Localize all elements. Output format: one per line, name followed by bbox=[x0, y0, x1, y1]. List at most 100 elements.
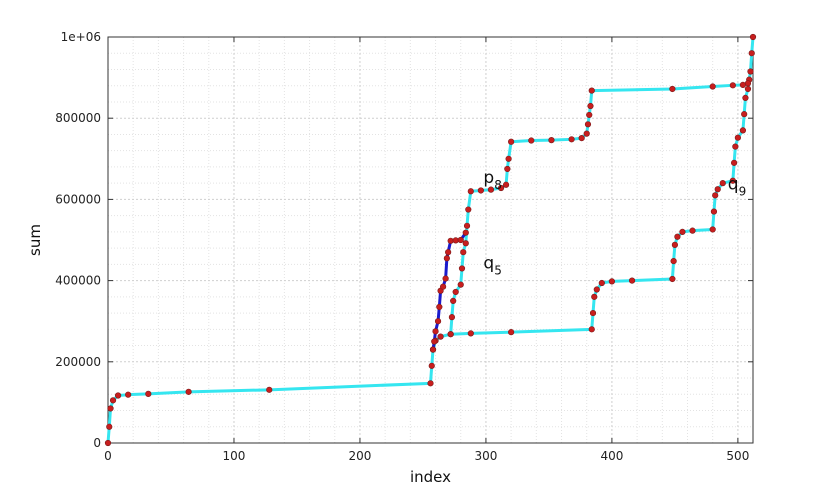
data-point bbox=[591, 293, 598, 300]
data-point bbox=[502, 181, 510, 188]
data-point bbox=[457, 281, 464, 288]
data-point bbox=[742, 94, 749, 101]
y-tick-label: 400000 bbox=[55, 274, 101, 288]
data-point bbox=[447, 237, 454, 244]
data-point bbox=[185, 388, 192, 395]
x-tick-label: 0 bbox=[104, 449, 112, 463]
y-axis-title: sum bbox=[26, 224, 44, 256]
data-point bbox=[442, 275, 449, 282]
data-point bbox=[439, 283, 447, 290]
data-point bbox=[741, 111, 748, 118]
annotation-label: q9 bbox=[728, 174, 746, 198]
data-point bbox=[427, 380, 434, 387]
y-tick-label: 200000 bbox=[55, 355, 101, 369]
data-point bbox=[106, 423, 113, 430]
x-tick-label: 200 bbox=[349, 449, 372, 463]
data-point bbox=[505, 155, 512, 162]
data-point bbox=[578, 134, 585, 142]
x-axis-ticks: 0 100 200 300 400 500 bbox=[104, 37, 749, 463]
data-point bbox=[749, 33, 757, 41]
data-point bbox=[628, 277, 636, 284]
data-point bbox=[452, 237, 459, 244]
annotation-layer: p8 q5 q9 bbox=[483, 168, 746, 277]
data-point bbox=[744, 85, 752, 93]
data-point bbox=[732, 143, 739, 150]
data-point bbox=[528, 137, 535, 144]
x-tick-label: 300 bbox=[474, 449, 497, 463]
annotation-label: p8 bbox=[483, 168, 501, 192]
data-point bbox=[477, 187, 484, 194]
data-point bbox=[669, 85, 676, 93]
data-point bbox=[443, 255, 450, 262]
data-point bbox=[669, 275, 676, 283]
data-point bbox=[437, 333, 444, 340]
data-point bbox=[710, 208, 718, 215]
data-point bbox=[729, 82, 736, 89]
data-point bbox=[432, 328, 439, 335]
data-point bbox=[448, 314, 456, 321]
data-point bbox=[584, 121, 592, 128]
data-point bbox=[508, 138, 515, 145]
data-point bbox=[445, 249, 452, 256]
data-point bbox=[145, 390, 152, 397]
y-tick-label: 1e+06 bbox=[61, 30, 101, 44]
data-point bbox=[586, 111, 593, 119]
data-point bbox=[266, 386, 273, 393]
data-point bbox=[744, 80, 752, 87]
data-point bbox=[465, 206, 472, 213]
marker-layer bbox=[104, 33, 757, 447]
y-tick-label: 600000 bbox=[55, 192, 101, 206]
data-point bbox=[104, 439, 112, 447]
data-point bbox=[462, 229, 469, 236]
data-point bbox=[671, 241, 678, 248]
data-point bbox=[548, 137, 555, 144]
data-point bbox=[670, 258, 677, 265]
data-point bbox=[452, 288, 459, 296]
data-point bbox=[583, 130, 590, 137]
x-tick-label: 400 bbox=[600, 449, 623, 463]
data-point bbox=[689, 227, 696, 234]
data-point bbox=[429, 346, 437, 353]
data-point bbox=[589, 309, 597, 317]
data-point bbox=[125, 391, 132, 398]
data-point bbox=[709, 83, 716, 90]
data-point bbox=[114, 392, 122, 399]
data-point bbox=[457, 236, 464, 244]
data-point bbox=[674, 233, 681, 240]
data-point bbox=[434, 318, 442, 325]
data-point bbox=[508, 329, 515, 336]
x-tick-label: 500 bbox=[726, 449, 749, 463]
data-point bbox=[587, 102, 594, 110]
data-point bbox=[679, 228, 686, 235]
data-point bbox=[719, 180, 726, 187]
y-axis-ticks: 0 200000 400000 600000 800000 1e+06 bbox=[55, 30, 753, 450]
data-point bbox=[436, 303, 443, 311]
data-point bbox=[731, 159, 738, 166]
x-tick-label: 100 bbox=[223, 449, 246, 463]
data-point bbox=[109, 397, 117, 404]
data-point bbox=[487, 186, 495, 193]
minor-gridlines bbox=[108, 37, 753, 443]
data-point bbox=[463, 222, 471, 229]
plot-frame bbox=[107, 36, 754, 444]
data-point bbox=[734, 134, 741, 141]
data-point bbox=[431, 338, 438, 345]
data-point bbox=[447, 331, 454, 338]
data-point bbox=[462, 240, 469, 247]
data-point bbox=[714, 186, 721, 193]
data-point bbox=[588, 326, 595, 333]
data-point bbox=[460, 249, 467, 256]
data-point bbox=[450, 297, 457, 305]
data-point bbox=[739, 127, 747, 134]
data-point bbox=[467, 330, 474, 337]
data-point bbox=[107, 405, 114, 412]
data-point bbox=[428, 362, 435, 369]
annotation-label: q5 bbox=[483, 253, 501, 277]
x-axis-title: index bbox=[410, 468, 451, 486]
data-point bbox=[467, 188, 474, 195]
data-point bbox=[588, 87, 595, 94]
data-point bbox=[729, 177, 736, 184]
data-point bbox=[593, 286, 600, 293]
